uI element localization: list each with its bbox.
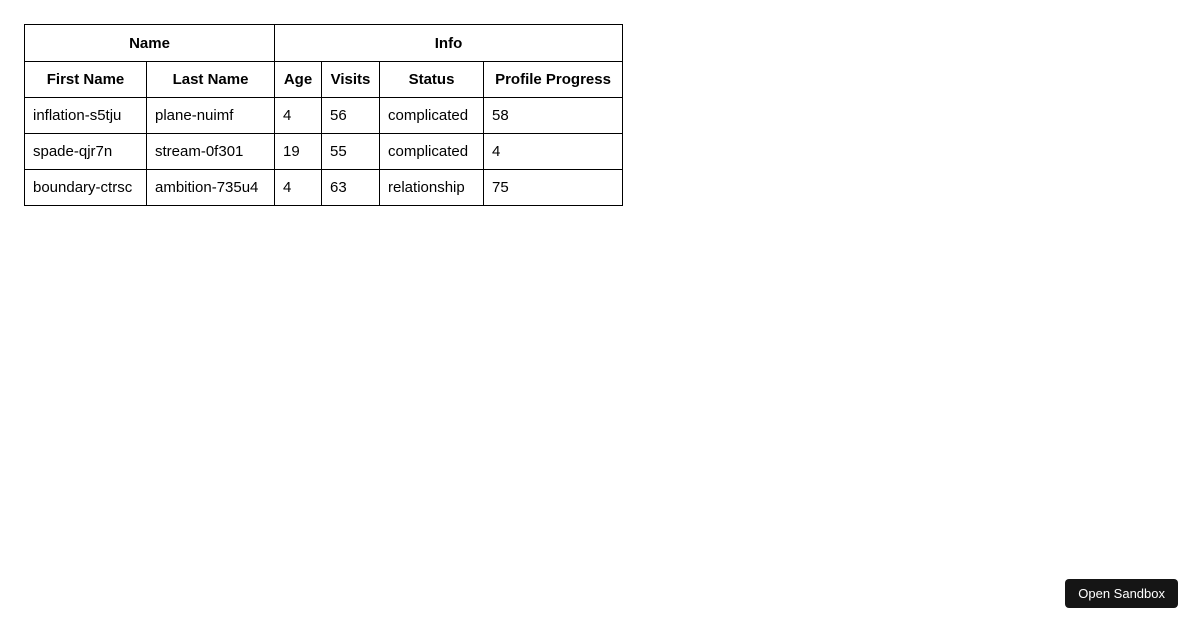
cell-visits: 63	[321, 169, 381, 206]
column-header-profile-progress: Profile Progress	[483, 61, 624, 98]
column-header-last-name: Last Name	[145, 61, 276, 98]
cell-first-name: boundary-ctrsc	[24, 169, 147, 206]
cell-last-name: ambition-735u4	[145, 169, 276, 206]
cell-visits: 55	[321, 133, 381, 170]
table-container: Name Info First Name Last Name Age Visit…	[23, 24, 624, 206]
column-header-visits: Visits	[321, 61, 381, 98]
column-header-age: Age	[274, 61, 323, 98]
column-group-info: Info	[274, 24, 624, 62]
cell-profile-progress: 75	[483, 169, 624, 206]
open-sandbox-button[interactable]: Open Sandbox	[1065, 579, 1178, 608]
cell-first-name: inflation-s5tju	[24, 97, 147, 134]
cell-status: complicated	[379, 133, 485, 170]
cell-last-name: stream-0f301	[145, 133, 276, 170]
table-row: spade-qjr7n stream-0f301 19 55 complicat…	[24, 133, 624, 170]
column-header-status: Status	[379, 61, 485, 98]
table-row: inflation-s5tju plane-nuimf 4 56 complic…	[24, 97, 624, 134]
cell-status: relationship	[379, 169, 485, 206]
cell-age: 19	[274, 133, 323, 170]
group-header-row: Name Info	[23, 24, 624, 62]
column-header-row: First Name Last Name Age Visits Status P…	[24, 61, 624, 98]
cell-status: complicated	[379, 97, 485, 134]
table-row: boundary-ctrsc ambition-735u4 4 63 relat…	[24, 169, 624, 206]
cell-profile-progress: 58	[483, 97, 624, 134]
cell-first-name: spade-qjr7n	[24, 133, 147, 170]
cell-visits: 56	[321, 97, 381, 134]
cell-age: 4	[274, 169, 323, 206]
column-group-name: Name	[23, 24, 276, 62]
data-table: Name Info First Name Last Name Age Visit…	[23, 24, 624, 206]
cell-age: 4	[274, 97, 323, 134]
cell-profile-progress: 4	[483, 133, 624, 170]
column-header-first-name: First Name	[24, 61, 147, 98]
cell-last-name: plane-nuimf	[145, 97, 276, 134]
